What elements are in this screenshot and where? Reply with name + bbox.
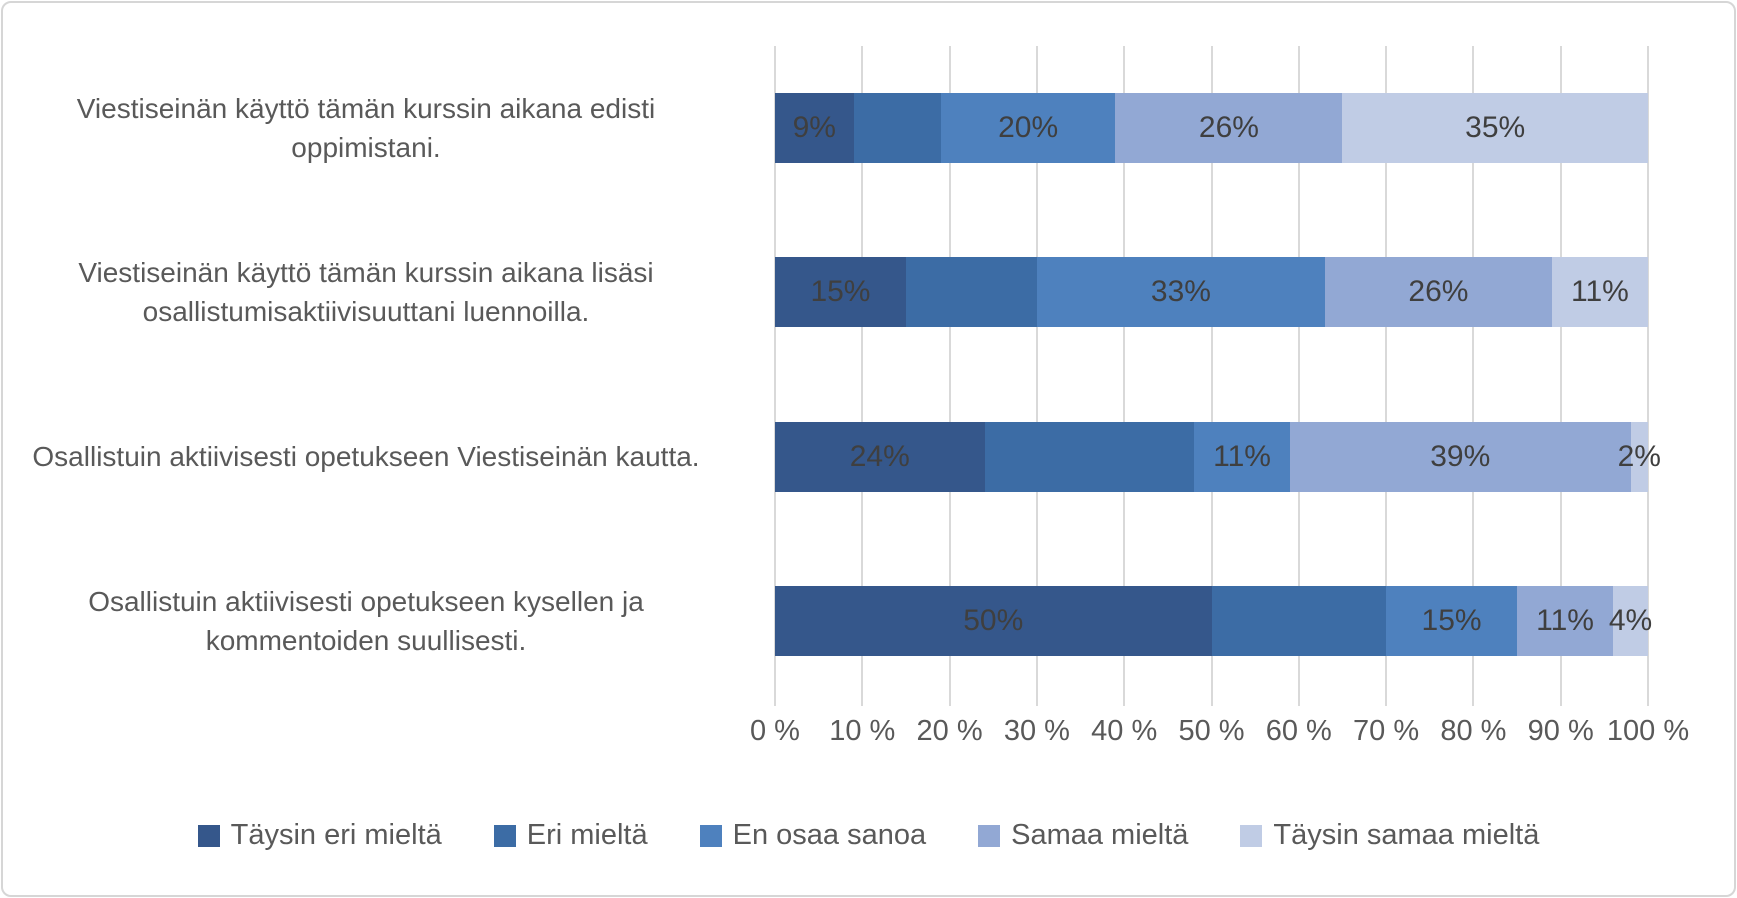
segment-value-label: 4% — [1608, 604, 1653, 637]
bar-segment-taysin-eri-mielta: 24% — [775, 422, 985, 492]
segment-value-label: 24% — [849, 440, 910, 473]
legend-label: Samaa mieltä — [1011, 819, 1189, 851]
x-tick-label: 90 % — [1527, 715, 1594, 747]
bar-segment-taysin-samaa-mielta: 35% — [1342, 93, 1648, 163]
gridline — [1035, 46, 1038, 706]
legend-item: Eri mieltä — [493, 819, 648, 852]
segment-value-label: 26% — [1198, 111, 1259, 144]
x-tick-label: 70 % — [1353, 715, 1420, 747]
gridline — [1123, 46, 1126, 706]
gridline — [1210, 46, 1213, 706]
legend-swatch-icon — [1240, 824, 1263, 847]
bar-segment-en-osaa-sanoa: 20% — [940, 93, 1116, 163]
gridline — [774, 46, 776, 706]
legend-swatch-icon — [493, 824, 516, 847]
bar-segment-taysin-samaa-mielta: 2% — [1618, 422, 1661, 492]
segment-value-label: 15% — [810, 275, 871, 308]
gridline — [1385, 46, 1388, 706]
x-tick-label: 100 % — [1606, 715, 1690, 747]
segment-value-label: 33% — [1150, 275, 1211, 308]
segment-value-label: 11% — [1213, 440, 1271, 473]
x-tick-label: 10 % — [829, 715, 896, 747]
bar-segment-eri-mielta — [853, 93, 941, 163]
bar-row: 24% 11% 39% 2% — [775, 422, 1661, 492]
bar-segment-taysin-samaa-mielta: 4% — [1609, 586, 1652, 656]
bar-segment-en-osaa-sanoa: 15% — [1386, 586, 1518, 656]
legend-item: Samaa mieltä — [978, 819, 1188, 852]
category-label: Viestiseinän käyttö tämän kurssin aikana… — [76, 92, 656, 163]
segment-value-label: 15% — [1421, 604, 1482, 637]
gridline — [1297, 46, 1300, 706]
gridline — [1647, 46, 1649, 706]
category-label: Osallistuin aktiivisesti opetukseen Vies… — [32, 441, 700, 473]
bar-segment-eri-mielta — [1211, 586, 1387, 656]
segment-value-label: 9% — [792, 111, 836, 144]
segment-value-label: 11% — [1571, 275, 1629, 308]
legend-label: Täysin samaa mieltä — [1273, 819, 1540, 851]
x-tick-label: 20 % — [916, 715, 983, 747]
gridline — [1559, 46, 1562, 706]
segment-value-label: 50% — [963, 604, 1024, 637]
segment-value-label: 39% — [1430, 440, 1491, 473]
legend-label: Täysin eri mieltä — [230, 819, 442, 851]
x-tick-label: 50 % — [1178, 715, 1245, 747]
legend-item: Täysin eri mieltä — [197, 819, 442, 852]
segment-value-label: 2% — [1617, 440, 1661, 473]
bar-row: 9% 20% 26% 35% — [775, 93, 1648, 163]
bar-segment-en-osaa-sanoa: 11% — [1194, 422, 1291, 492]
legend-swatch-icon — [978, 824, 1001, 847]
x-tick-label: 0 % — [750, 715, 800, 747]
x-axis: 0 % 10 % 20 % 30 % 40 % 50 % 60 % 70 % 80 % 90 % 1… — [750, 715, 1689, 755]
bar-row: 50% 15% 11% 4% — [775, 586, 1652, 656]
x-tick-label: 40 % — [1091, 715, 1158, 747]
bar-segment-samaa-mielta: 26% — [1324, 257, 1552, 327]
legend-swatch-icon — [197, 824, 220, 847]
bar-segment-taysin-eri-mielta: 15% — [775, 257, 906, 327]
segment-value-label: 35% — [1465, 111, 1526, 144]
x-tick-label: 80 % — [1440, 715, 1507, 747]
legend-label: En osaa sanoa — [732, 819, 927, 851]
legend: Täysin eri mieltä Eri mieltä En osaa sanoa… — [3, 819, 1734, 852]
segment-value-label: 20% — [998, 111, 1059, 144]
bar-segment-eri-mielta — [905, 257, 1037, 327]
legend-item: Täysin samaa mieltä — [1240, 819, 1539, 852]
bar-segment-samaa-mielta: 26% — [1115, 93, 1343, 163]
category-labels-column: Viestiseinän käyttö tämän kurssin aikana… — [21, 46, 711, 706]
gridline — [948, 46, 951, 706]
legend-swatch-icon — [699, 824, 722, 847]
bar-segment-eri-mielta — [984, 422, 1195, 492]
bar-row: 15% 33% 26% 11% — [775, 257, 1648, 327]
legend-item: En osaa sanoa — [699, 819, 927, 852]
x-tick-label: 60 % — [1265, 715, 1332, 747]
bar-segment-taysin-samaa-mielta: 11% — [1551, 257, 1648, 327]
legend-label: Eri mieltä — [526, 819, 648, 851]
segment-value-label: 26% — [1408, 275, 1469, 308]
plot-area: 9% 20% 26% 35% 15% 33% 26% 11% 24% 11% 39% 2% 50% 15%… — [774, 46, 1661, 706]
gridline — [1472, 46, 1475, 706]
bar-segment-samaa-mielta: 39% — [1290, 422, 1631, 492]
bar-segment-taysin-eri-mielta: 9% — [775, 93, 854, 163]
segment-value-label: 11% — [1536, 604, 1594, 637]
gridline — [861, 46, 864, 706]
category-label: Osallistuin aktiivisesti opetukseen kyse… — [88, 585, 644, 656]
bar-segment-samaa-mielta: 11% — [1517, 586, 1614, 656]
category-label: Viestiseinän käyttö tämän kurssin aikana… — [78, 256, 654, 327]
bar-segment-taysin-eri-mielta: 50% — [775, 586, 1212, 656]
x-tick-label: 30 % — [1003, 715, 1070, 747]
bar-segment-en-osaa-sanoa: 33% — [1036, 257, 1325, 327]
